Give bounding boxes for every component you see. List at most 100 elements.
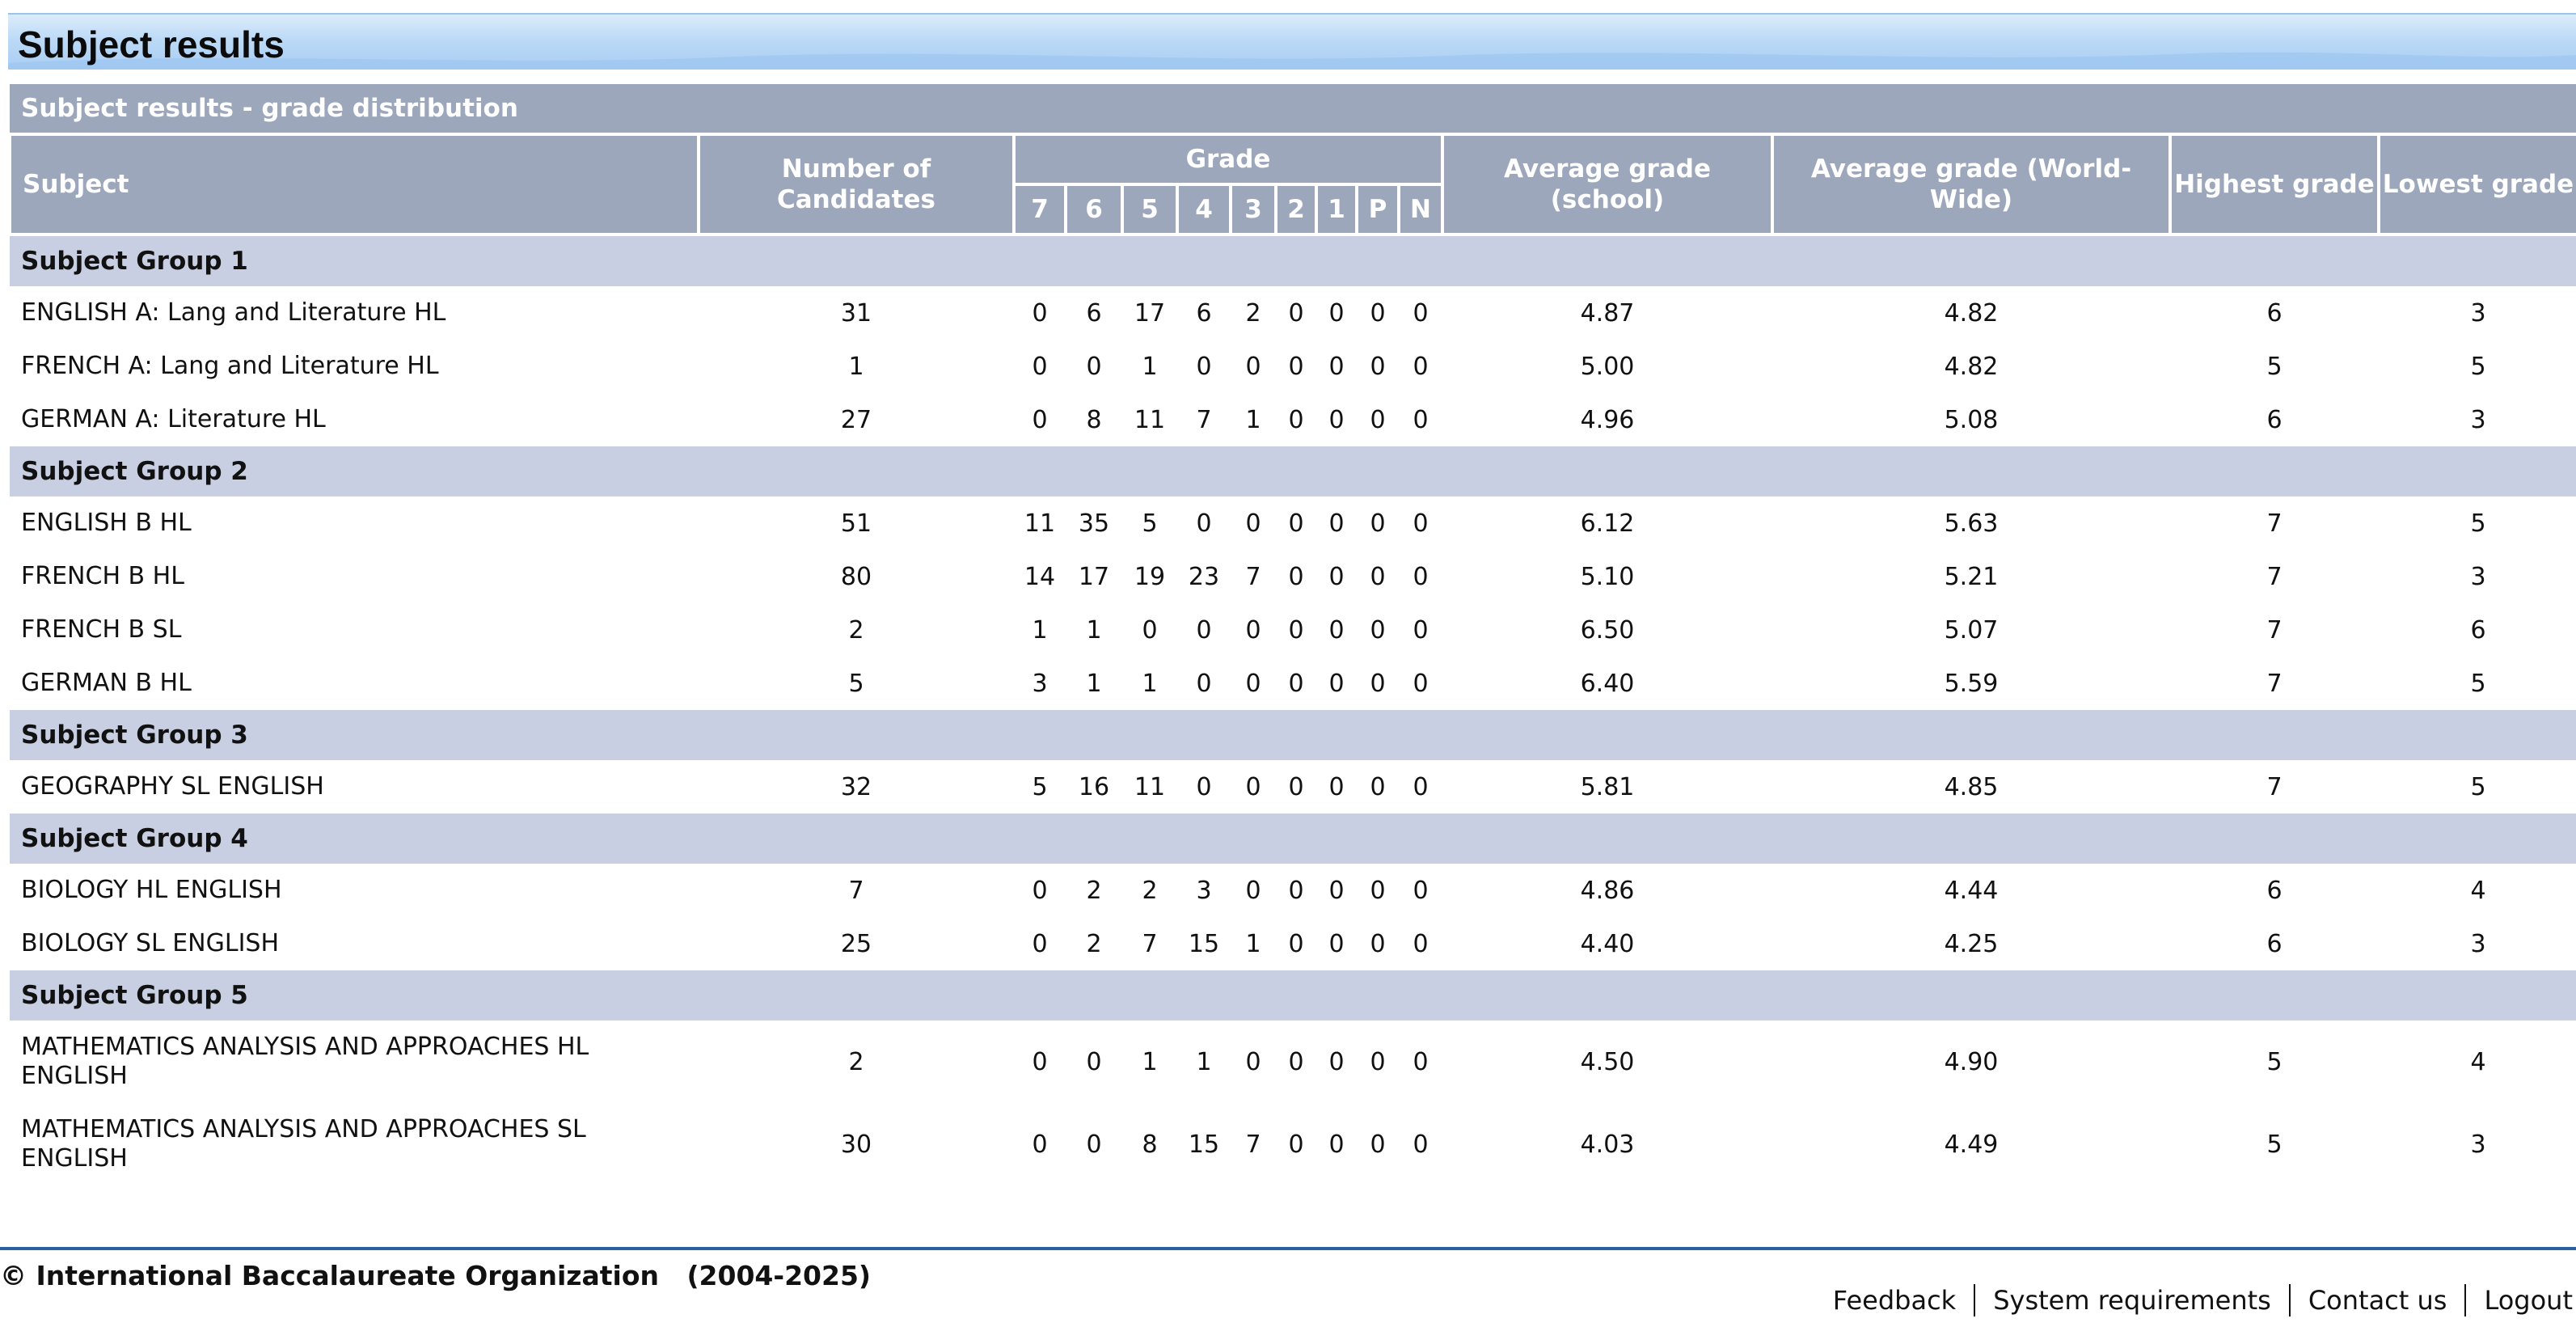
subject-cell: ENGLISH A: Lang and Literature HL [21,298,446,327]
lowest-grade-cell: 3 [2470,562,2486,591]
subject-cell: GERMAN B HL [21,669,192,697]
grade-count-cell: 1 [1086,669,1102,698]
grade-count-cell: 0 [1196,509,1212,538]
avg-school-cell: 4.96 [1580,405,1635,434]
candidates-cell: 32 [840,772,872,801]
grade-count-cell: 0 [1413,298,1429,328]
grade-count-cell: 0 [1245,615,1261,644]
grade-count-cell: 0 [1245,772,1261,801]
avg-world-cell: 5.08 [1944,405,1999,434]
avg-world-cell: 5.07 [1944,615,1999,644]
grade-count-cell: 0 [1370,772,1386,801]
highest-grade-cell: 7 [2266,562,2283,591]
grade-count-cell: 0 [1032,929,1048,958]
grade-count-cell: 0 [1086,352,1102,381]
grade-count-cell: 0 [1328,1130,1345,1159]
grade-count-cell: 23 [1188,562,1220,591]
avg-school-cell: 6.50 [1580,615,1635,644]
subject-group-row: Subject Group 2 [10,446,2576,497]
grade-count-cell: 1 [1142,669,1158,698]
footer-link-system-requirements[interactable]: System requirements [1974,1284,2289,1316]
grade-count-cell: 0 [1328,405,1345,434]
grade-count-cell: 0 [1245,509,1261,538]
candidates-cell: 31 [840,298,872,328]
avg-world-cell: 5.59 [1944,669,1999,698]
grade-count-cell: 0 [1413,352,1429,381]
grade-count-cell: 7 [1142,929,1158,958]
footer-link-logout[interactable]: Logout [2464,1284,2576,1316]
highest-grade-cell: 5 [2266,352,2283,381]
candidates-cell: 7 [848,876,864,905]
subject-group-row: Subject Group 5 [10,970,2576,1021]
grade-count-cell: 0 [1032,876,1048,905]
grade-count-cell: 1 [1245,405,1261,434]
grade-count-cell: 2 [1142,876,1158,905]
highest-grade-cell: 6 [2266,298,2283,328]
footer-divider [0,1247,2576,1250]
grade-count-cell: 0 [1328,509,1345,538]
grade-count-cell: 0 [1328,352,1345,381]
grade-count-cell: 6 [1196,298,1212,328]
avg-school-cell: 5.81 [1580,772,1635,801]
grade-count-cell: 0 [1370,669,1386,698]
grade-count-cell: 0 [1413,929,1429,958]
table-row: GEOGRAPHY SL ENGLISH 32 5 16 11 0 0 0 0 0 0 5.81 4.8… [10,760,2576,814]
footer-link-feedback[interactable]: Feedback [1832,1285,1957,1316]
table-row: FRENCH B HL 80 14 17 19 23 7 0 0 0 0 5.10 5.21 7 3 [10,550,2576,603]
page-title-bar: Subject results [8,13,2576,70]
grade-count-cell: 5 [1032,772,1048,801]
subject-cell: ENGLISH B HL [21,509,192,537]
grade-count-cell: 0 [1032,352,1048,381]
highest-grade-cell: 6 [2266,876,2283,905]
grade-count-cell: 0 [1370,929,1386,958]
avg-school-cell: 5.00 [1580,352,1635,381]
grade-count-cell: 2 [1086,876,1102,905]
grade-count-cell: 2 [1086,929,1102,958]
subject-cell: BIOLOGY SL ENGLISH [21,929,280,957]
avg-school-cell: 4.40 [1580,929,1635,958]
grade-count-cell: 11 [1134,405,1166,434]
subject-cell: FRENCH A: Lang and Literature HL [21,352,439,380]
avg-school-cell: 4.87 [1580,298,1635,328]
candidates-cell: 30 [840,1130,872,1159]
grade-count-cell: 1 [1142,352,1158,381]
grade-count-cell: 17 [1078,562,1110,591]
grade-count-cell: 0 [1413,509,1429,538]
avg-world-header: Average grade (World-Wide) [1771,134,2172,236]
grade-column-header: P [1355,184,1400,236]
grade-count-cell: 1 [1142,1047,1158,1076]
grade-count-cell: 0 [1328,1047,1345,1076]
grade-count-cell: 11 [1024,509,1056,538]
footer-link-contact-us[interactable]: Contact us [2288,1284,2465,1316]
table-body: Subject Group 1 ENGLISH A: Lang and Liter… [10,235,2576,1185]
grade-count-cell: 0 [1370,1130,1386,1159]
grade-count-cell: 0 [1288,876,1304,905]
grade-column-header: 5 [1121,184,1179,236]
table-caption: Subject results - grade distribution [10,84,2576,136]
grade-count-cell: 0 [1245,669,1261,698]
candidates-cell: 2 [848,615,864,644]
grade-count-cell: 0 [1288,405,1304,434]
grade-count-cell: 0 [1288,615,1304,644]
lowest-grade-header: Lowest grade [2377,134,2576,236]
highest-grade-header: Highest grade [2168,134,2380,236]
lowest-grade-cell: 5 [2470,509,2486,538]
grade-count-cell: 0 [1370,876,1386,905]
grade-count-cell: 0 [1413,669,1429,698]
grade-count-cell: 35 [1078,509,1110,538]
avg-school-cell: 5.10 [1580,562,1635,591]
subject-group-title: Subject Group 1 [10,235,2576,286]
highest-grade-cell: 6 [2266,405,2283,434]
grade-count-cell: 0 [1086,1130,1102,1159]
highest-grade-cell: 5 [2266,1130,2283,1159]
table-row: MATHEMATICS ANALYSIS AND APPROACHES HL E… [10,1021,2576,1103]
grade-count-cell: 0 [1328,876,1345,905]
subject-group-row: Subject Group 4 [10,814,2576,864]
grade-count-cell: 0 [1142,615,1158,644]
grade-count-cell: 0 [1370,1047,1386,1076]
grade-column-header: 3 [1229,184,1277,236]
grade-count-cell: 3 [1196,876,1212,905]
lowest-grade-cell: 3 [2470,929,2486,958]
grade-count-cell: 5 [1142,509,1158,538]
grade-count-cell: 0 [1328,298,1345,328]
